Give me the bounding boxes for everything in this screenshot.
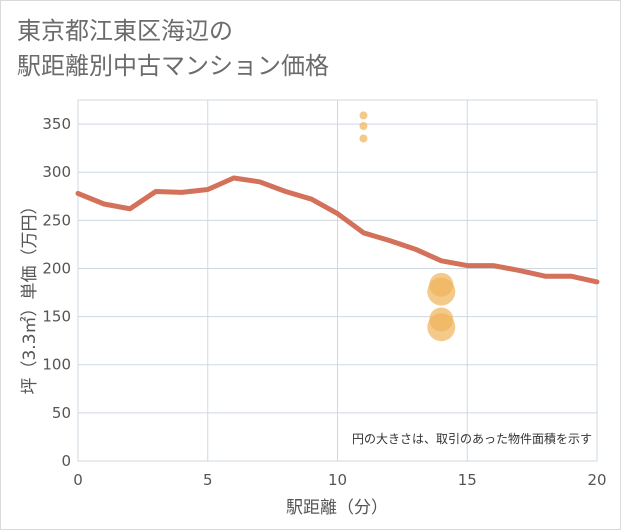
transaction-point-3	[359, 134, 368, 143]
y-tick-label-0: 0	[61, 452, 71, 470]
transaction-point-5	[427, 277, 456, 306]
x-tick-label-0: 0	[73, 471, 83, 489]
chart-title: 東京都江東区海辺の 駅距離別中古マンション価格	[17, 14, 329, 84]
chart-title-line-2: 駅距離別中古マンション価格	[17, 52, 329, 80]
bubble-size-note: 円の大きさは、取引のあった物件面積を示す	[352, 431, 592, 446]
x-tick-label-15: 15	[458, 471, 477, 489]
y-tick-label-50: 50	[52, 404, 71, 422]
tick-labels: 0 50 100 150 200 250 300 350 0 5 10 15 20	[42, 115, 606, 489]
x-tick-label-5: 5	[203, 471, 213, 489]
transaction-point-7	[427, 313, 456, 342]
chart-title-line-1: 東京都江東区海辺の	[17, 17, 233, 45]
y-tick-label-300: 300	[42, 163, 71, 181]
y-tick-label-350: 350	[42, 115, 71, 133]
transaction-point-1	[359, 111, 368, 120]
x-tick-label-10: 10	[328, 471, 347, 489]
y-tick-label-100: 100	[42, 356, 71, 374]
average-price-line-layer	[75, 175, 600, 285]
x-axis-label: 駅距離（分）	[286, 498, 388, 518]
y-tick-label-200: 200	[42, 259, 71, 277]
y-tick-label-250: 250	[42, 211, 71, 229]
transaction-points-layer	[359, 111, 456, 342]
x-tick-label-20: 20	[587, 471, 606, 489]
y-tick-label-150: 150	[42, 308, 71, 326]
transaction-point-2	[359, 121, 368, 130]
average-price-line	[75, 175, 600, 285]
grid-lines	[77, 100, 598, 462]
y-axis-label: 坪（3.3㎡）単価（万円）	[20, 197, 40, 394]
